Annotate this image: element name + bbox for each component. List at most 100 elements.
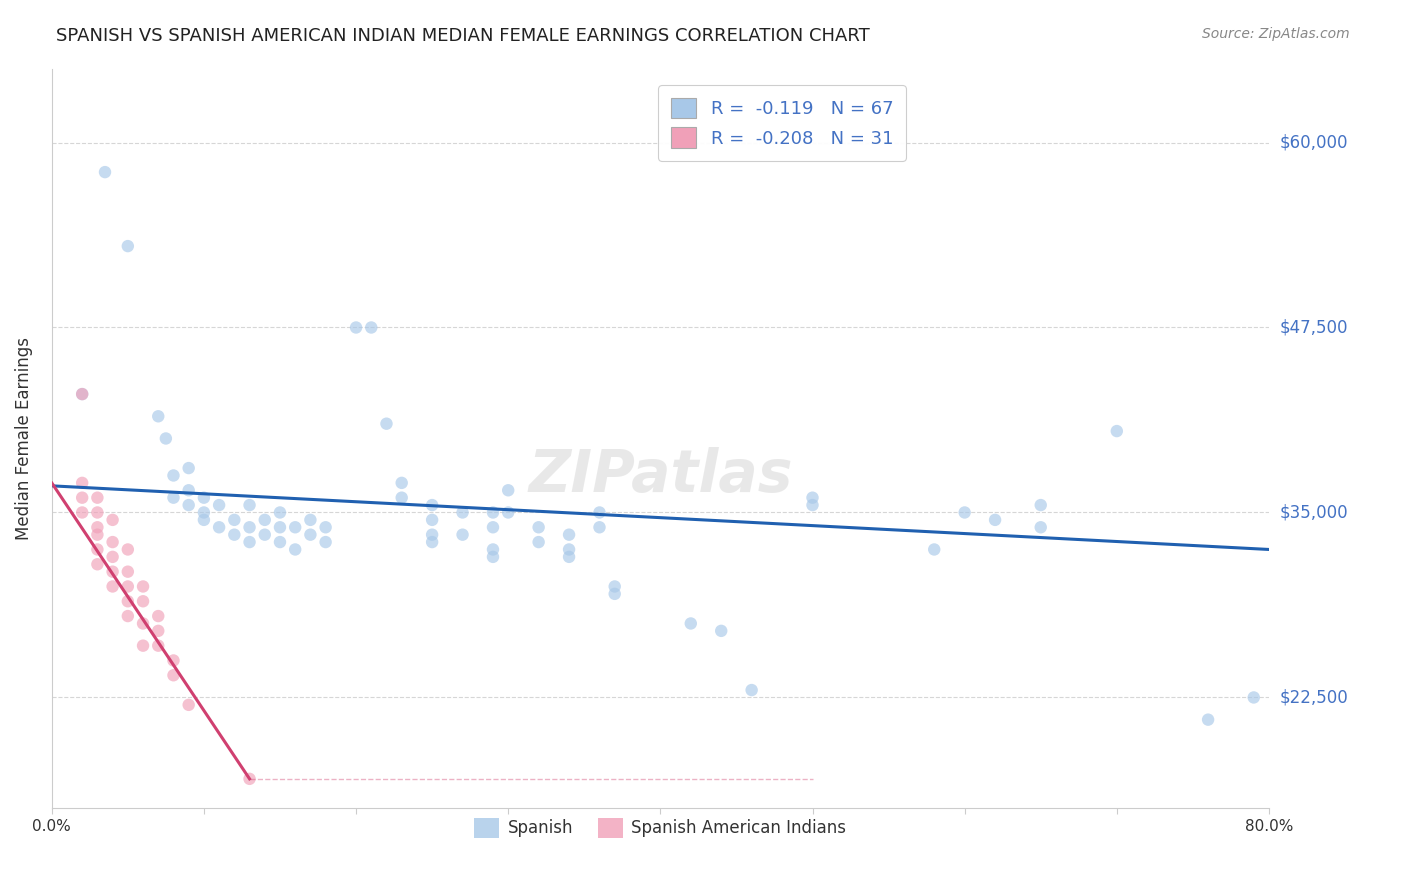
Point	[420, 527, 443, 541]
Point	[70, 387, 93, 401]
Point	[527, 535, 550, 549]
Point	[741, 683, 763, 698]
Point	[101, 513, 124, 527]
Point	[193, 506, 215, 520]
Point	[238, 535, 260, 549]
Point	[603, 579, 626, 593]
Point	[117, 542, 139, 557]
Y-axis label: Median Female Earnings: Median Female Earnings	[15, 337, 32, 540]
Point	[132, 594, 155, 608]
Text: Source: ZipAtlas.com: Source: ZipAtlas.com	[1202, 27, 1350, 41]
Point	[224, 513, 246, 527]
Point	[603, 587, 626, 601]
Point	[315, 520, 337, 534]
Point	[86, 520, 108, 534]
Text: $35,000: $35,000	[1279, 503, 1348, 522]
Point	[238, 498, 260, 512]
Point	[451, 506, 474, 520]
Point	[482, 542, 505, 557]
Point	[162, 468, 184, 483]
Point	[482, 520, 505, 534]
Point	[953, 506, 976, 520]
Point	[984, 513, 1007, 527]
Point	[94, 165, 117, 179]
Point	[177, 461, 200, 475]
Point	[86, 506, 108, 520]
Text: $47,500: $47,500	[1279, 318, 1348, 336]
Point	[101, 535, 124, 549]
Text: $60,000: $60,000	[1279, 134, 1348, 152]
Point	[238, 772, 260, 786]
Point	[224, 527, 246, 541]
Point	[801, 498, 824, 512]
Point	[193, 491, 215, 505]
Point	[117, 579, 139, 593]
Point	[496, 506, 519, 520]
Point	[558, 542, 581, 557]
Point	[148, 639, 170, 653]
Point	[315, 535, 337, 549]
Point	[253, 513, 276, 527]
Point	[420, 513, 443, 527]
Point	[70, 491, 93, 505]
Point	[193, 513, 215, 527]
Point	[117, 609, 139, 624]
Point	[208, 498, 231, 512]
Point	[238, 520, 260, 534]
Point	[922, 542, 945, 557]
Point	[148, 409, 170, 424]
Point	[679, 616, 702, 631]
Point	[162, 668, 184, 682]
Point	[117, 594, 139, 608]
Point	[420, 498, 443, 512]
Point	[1197, 713, 1219, 727]
Point	[132, 639, 155, 653]
Point	[86, 558, 108, 572]
Point	[177, 498, 200, 512]
Point	[558, 527, 581, 541]
Point	[360, 320, 382, 334]
Text: SPANISH VS SPANISH AMERICAN INDIAN MEDIAN FEMALE EARNINGS CORRELATION CHART: SPANISH VS SPANISH AMERICAN INDIAN MEDIA…	[56, 27, 870, 45]
Point	[162, 491, 184, 505]
Point	[269, 506, 291, 520]
Point	[451, 527, 474, 541]
Point	[253, 527, 276, 541]
Point	[527, 520, 550, 534]
Legend: Spanish, Spanish American Indians: Spanish, Spanish American Indians	[468, 811, 853, 845]
Point	[284, 520, 307, 534]
Point	[86, 527, 108, 541]
Point	[117, 565, 139, 579]
Point	[344, 320, 367, 334]
Point	[162, 653, 184, 667]
Point	[148, 624, 170, 638]
Point	[1029, 498, 1052, 512]
Point	[801, 491, 824, 505]
Point	[101, 565, 124, 579]
Point	[588, 506, 610, 520]
Point	[588, 520, 610, 534]
Point	[496, 483, 519, 498]
Point	[391, 491, 413, 505]
Text: $22,500: $22,500	[1279, 689, 1348, 706]
Point	[70, 387, 93, 401]
Point	[70, 506, 93, 520]
Point	[86, 542, 108, 557]
Point	[284, 542, 307, 557]
Point	[299, 527, 322, 541]
Point	[299, 513, 322, 527]
Point	[177, 698, 200, 712]
Point	[269, 520, 291, 534]
Point	[132, 579, 155, 593]
Point	[420, 535, 443, 549]
Point	[155, 432, 177, 446]
Point	[86, 491, 108, 505]
Point	[177, 483, 200, 498]
Point	[148, 609, 170, 624]
Text: ZIPatlas: ZIPatlas	[529, 447, 793, 504]
Point	[132, 616, 155, 631]
Point	[101, 549, 124, 564]
Point	[117, 239, 139, 253]
Point	[1243, 690, 1265, 705]
Point	[269, 535, 291, 549]
Point	[101, 579, 124, 593]
